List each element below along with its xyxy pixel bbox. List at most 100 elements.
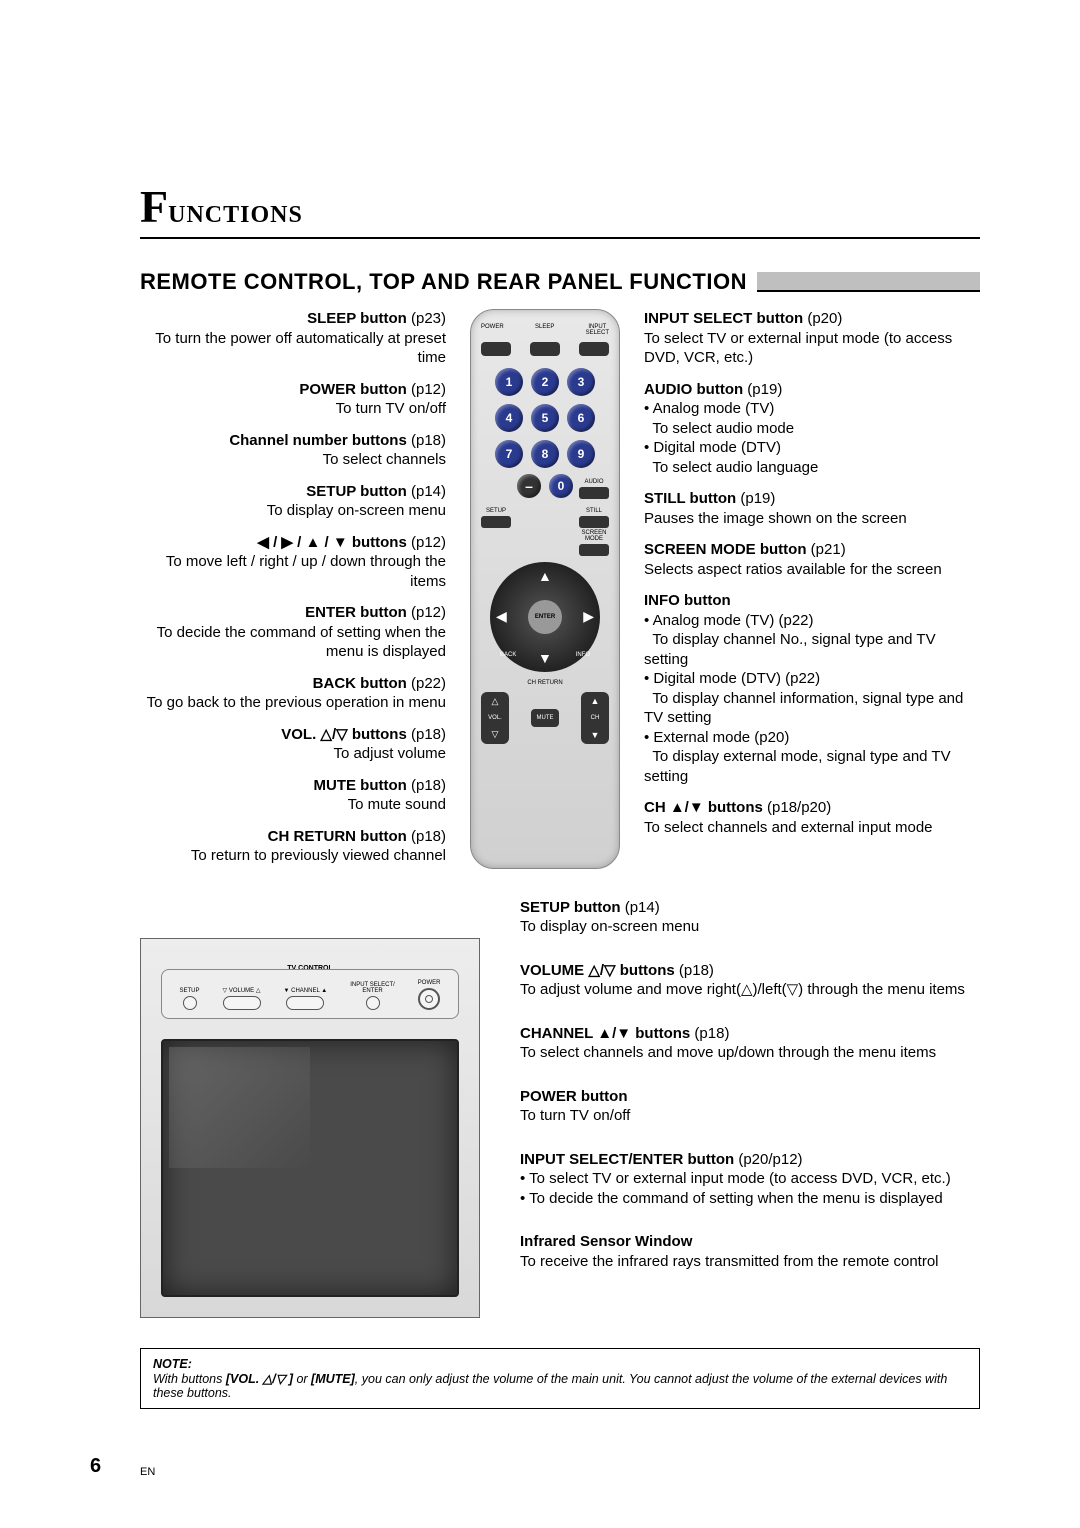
- chret-desc: To return to previously viewed channel: [191, 847, 446, 864]
- r-ch-page: (p18/p20): [763, 799, 831, 816]
- tv-vol-up-icon: △: [256, 988, 261, 994]
- remote-numpad: 1 2 3 4 5 6 7 8 9: [495, 368, 595, 468]
- setup-desc: To display on-screen menu: [267, 502, 446, 519]
- r-audio-b1d: To select audio mode: [652, 420, 794, 437]
- back-desc: To go back to the previous operation in …: [147, 694, 446, 711]
- subtitle-row: REMOTE CONTROL, TOP AND REAR PANEL FUNCT…: [140, 269, 980, 295]
- back-head: BACK button: [313, 675, 407, 692]
- remote-screenmode-button: [579, 544, 609, 556]
- remote-power-label: POWER: [481, 324, 504, 336]
- title-rest: UNCTIONS: [168, 202, 303, 229]
- tv-diagram: TV CONTROL SETUP ▽ VOLUME △ ▼ CHANNEL ▲ …: [140, 938, 480, 1318]
- r-info-b2d: To display channel information, signal t…: [644, 690, 963, 727]
- r-audio-b1h: Analog mode (TV): [653, 400, 775, 417]
- mute-desc: To mute sound: [348, 796, 446, 813]
- remote-diagram: POWER SLEEP INPUT SELECT 1 2 3 4 5 6 7 8…: [460, 309, 630, 878]
- r-screen-head: SCREEN MODE button: [644, 541, 807, 558]
- r-still-desc: Pauses the image shown on the screen: [644, 510, 907, 527]
- r-input-head: INPUT SELECT button: [644, 310, 803, 327]
- tv-ch-up-icon: ▲: [321, 988, 327, 994]
- remote-chreturn-label: CH RETURN: [527, 680, 562, 686]
- tv-ir-desc: To receive the infrared rays transmitted…: [520, 1253, 939, 1270]
- vol-page: (p18): [407, 726, 446, 743]
- sleep-page: (p23): [407, 310, 446, 327]
- arrows-desc: To move left / right / up / down through…: [166, 553, 446, 590]
- left-callouts: SLEEP button (p23) To turn the power off …: [140, 309, 460, 878]
- tv-channel-head: CHANNEL ▲/▼ buttons: [520, 1025, 690, 1042]
- remote-screenmode-label: SCREEN MODE: [581, 530, 606, 542]
- tv-inputsel-b1: To select TV or external input mode (to …: [520, 1169, 980, 1189]
- note-head: NOTE:: [153, 1357, 192, 1371]
- num-4: 4: [495, 404, 523, 432]
- r-still-head: STILL button: [644, 490, 736, 507]
- remote-annotations: SLEEP button (p23) To turn the power off …: [140, 309, 980, 878]
- chnum-desc: To select channels: [323, 451, 446, 468]
- tv-channel-buttons: [286, 996, 324, 1010]
- note-pre: With buttons: [153, 1372, 226, 1386]
- chret-page: (p18): [407, 828, 446, 845]
- section-title: F UNCTIONS: [140, 180, 980, 239]
- remote-body: POWER SLEEP INPUT SELECT 1 2 3 4 5 6 7 8…: [470, 309, 620, 869]
- tv-ch-down-icon: ▼: [284, 988, 290, 994]
- enter-desc: To decide the command of setting when th…: [157, 624, 446, 661]
- dpad-up-icon: ▲: [538, 568, 552, 584]
- setup-head: SETUP button: [306, 483, 407, 500]
- remote-vol-rocker: △VOL.▽: [481, 692, 509, 744]
- setup-page: (p14): [407, 483, 446, 500]
- num-3: 3: [567, 368, 595, 396]
- tv-inputsel-head: INPUT SELECT/ENTER button: [520, 1151, 734, 1168]
- enter-page: (p12): [407, 604, 446, 621]
- remote-still-label: STILL: [586, 508, 602, 514]
- r-info-b1h: Analog mode (TV) (p22): [653, 612, 814, 629]
- remote-input-label: INPUT SELECT: [586, 324, 609, 336]
- num-9: 9: [567, 440, 595, 468]
- note-body: With buttons [VOL. △/▽ ] or [MUTE], you …: [153, 1372, 947, 1400]
- remote-power-button: [481, 342, 511, 356]
- note-bold1: [VOL. △/▽ ]: [226, 1372, 293, 1386]
- tv-volume-page: (p18): [675, 962, 714, 979]
- tv-volume-desc: To adjust volume and move right(△)/left(…: [520, 981, 965, 998]
- num-1: 1: [495, 368, 523, 396]
- tv-setup-desc: To display on-screen menu: [520, 918, 699, 935]
- tv-setup-head: SETUP button: [520, 899, 621, 916]
- dpad-left-icon: ◀: [496, 608, 507, 625]
- arrows-head: ◀ / ▶ / ▲ / ▼ buttons: [257, 534, 406, 551]
- num-6: 6: [567, 404, 595, 432]
- tv-inputsel-page: (p20/p12): [734, 1151, 802, 1168]
- tv-vol-down-icon: ▽: [223, 988, 228, 994]
- dpad-back-label: BACK: [500, 652, 516, 658]
- remote-audio-label: AUDIO: [584, 479, 603, 485]
- dpad-enter-button: ENTER: [528, 600, 562, 634]
- power-page: (p12): [407, 381, 446, 398]
- r-ch-desc: To select channels and external input mo…: [644, 819, 933, 836]
- r-info-b2h: Digital mode (DTV) (p22): [653, 670, 820, 687]
- note-bold2: [MUTE]: [311, 1372, 355, 1386]
- tv-setup-page: (p14): [621, 899, 660, 916]
- dpad-info-label: INFO: [576, 652, 590, 658]
- subtitle-bar: [757, 272, 980, 292]
- dpad-right-icon: ▶: [583, 608, 594, 625]
- page-number: 6: [90, 1455, 101, 1478]
- r-input-page: (p20): [803, 310, 842, 327]
- r-audio-b2h: Digital mode (DTV): [653, 439, 781, 456]
- remote-setup-label: SETUP: [486, 508, 506, 514]
- remote-input-button: [579, 342, 609, 356]
- tv-panel-section: TV CONTROL SETUP ▽ VOLUME △ ▼ CHANNEL ▲ …: [140, 898, 980, 1318]
- tv-screen: [161, 1039, 459, 1297]
- dpad-down-icon: ▼: [538, 650, 552, 666]
- vol-head: VOL. △/▽ buttons: [281, 726, 407, 743]
- title-big-letter: F: [140, 180, 168, 233]
- sleep-head: SLEEP button: [307, 310, 407, 327]
- tv-power-button: [418, 988, 440, 1010]
- power-desc: To turn TV on/off: [336, 400, 446, 417]
- r-info-b3h: External mode (p20): [653, 729, 789, 746]
- tv-callouts: SETUP button (p14) To display on-screen m…: [520, 898, 980, 1318]
- tv-power-desc: To turn TV on/off: [520, 1107, 630, 1124]
- vol-desc: To adjust volume: [333, 745, 446, 762]
- tv-setup-button: [183, 996, 197, 1010]
- arrows-page: (p12): [407, 534, 446, 551]
- r-info-b1d: To display channel No., signal type and …: [644, 631, 936, 668]
- chret-head: CH RETURN button: [268, 828, 407, 845]
- tv-setup-label: SETUP: [180, 988, 200, 994]
- sleep-desc: To turn the power off automatically at p…: [155, 330, 446, 367]
